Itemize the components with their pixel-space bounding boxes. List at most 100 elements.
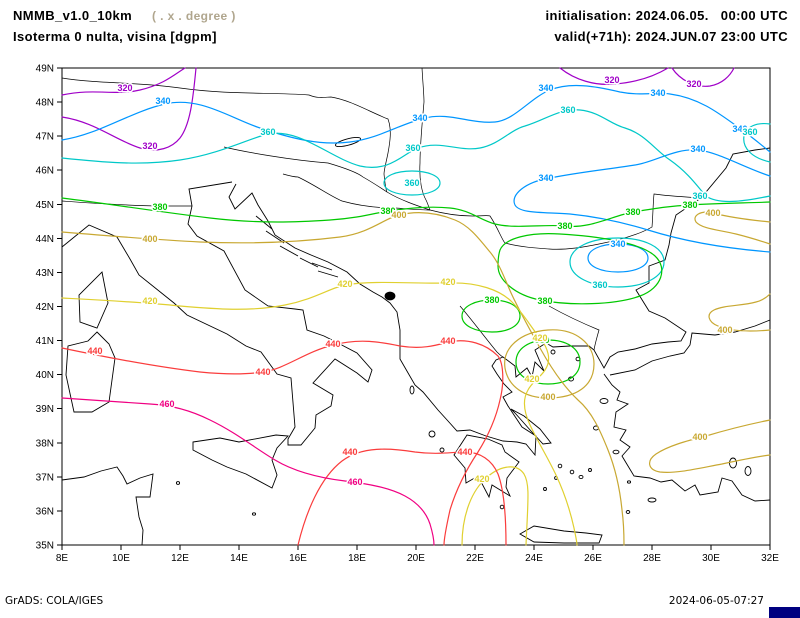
resolution-note: ( . x . degree ) (152, 9, 236, 23)
contour-line-440 (61, 340, 504, 546)
contour-line-460 (61, 397, 435, 546)
contour-value-label: 440 (342, 447, 357, 457)
contour-line-320 (559, 67, 669, 85)
y-axis-label: 38N (36, 438, 54, 449)
y-axis-label: 43N (36, 268, 54, 279)
contour-line-340 (587, 243, 649, 273)
contour-value-label: 400 (391, 210, 406, 220)
valid-line: valid(+71h): 2024.JUN.07 23:00 UTC (554, 29, 788, 44)
coastline-tunisia (61, 466, 154, 546)
contour-line-400 (649, 419, 771, 473)
y-axis-label: 48N (36, 98, 54, 109)
contour-value-label: 340 (412, 113, 427, 123)
contour-value-label: 340 (610, 239, 625, 249)
island-cyclades-2 (569, 469, 575, 475)
x-axis-label: 20E (407, 553, 425, 564)
y-axis-label: 46N (36, 166, 54, 177)
coastline-balkans (228, 147, 771, 457)
contour-line-400 (61, 212, 625, 546)
island-kos (626, 480, 632, 484)
contour-line-360 (569, 237, 665, 288)
contour-value-label: 320 (686, 79, 701, 89)
y-axis-label: 45N (36, 200, 54, 211)
contour-value-label: 400 (692, 432, 707, 442)
contour-value-label: 340 (650, 88, 665, 98)
y-axis-label: 36N (36, 506, 54, 517)
contour-value-label: 440 (457, 447, 472, 457)
contour-line-360 (743, 122, 771, 163)
contour-value-label: 340 (690, 144, 705, 154)
contour-line-400 (694, 211, 771, 245)
x-axis-label: 16E (289, 553, 307, 564)
contour-line-420 (461, 466, 529, 546)
contour-value-label: 340 (732, 124, 747, 134)
island-lesbos (599, 398, 609, 404)
island-corfu (409, 385, 415, 395)
river-po (61, 200, 192, 207)
generated-timestamp: 2024-06-05-07:27 (669, 595, 764, 607)
contour-value-label: 420 (337, 279, 352, 289)
contour-value-label: 440 (440, 336, 455, 346)
field-title: Isoterma 0 nulta, visina [dgpm] (13, 29, 217, 44)
contour-value-label: 320 (604, 75, 619, 85)
river-drava (223, 146, 388, 193)
coastline-crete (519, 525, 603, 544)
x-axis-label: 26E (584, 553, 602, 564)
coastline-sardinia (65, 331, 116, 413)
contour-line-320 (61, 67, 197, 151)
contour-line-340 (513, 149, 771, 253)
contour-value-label: 360 (692, 191, 707, 201)
contour-value-label: 420 (440, 277, 455, 287)
x-axis-label: 30E (702, 553, 720, 564)
contour-value-label: 360 (404, 178, 419, 188)
river-maritsa (548, 305, 600, 351)
contour-value-label: 320 (117, 83, 132, 93)
contour-value-label: 380 (557, 221, 572, 231)
coastline-turkey-north (609, 319, 771, 376)
contour-value-label: 360 (742, 127, 757, 137)
stamp-box (769, 607, 800, 618)
island-zakynthos (439, 447, 445, 453)
river-tisza (419, 67, 431, 211)
y-axis-label: 37N (36, 472, 54, 483)
contour-line-360 (383, 170, 441, 196)
contour-value-label: 380 (380, 206, 395, 216)
island-rhodes (647, 497, 657, 503)
contour-value-label: 420 (524, 374, 539, 384)
y-axis-label: 47N (36, 132, 54, 143)
model-title: NMMB_v1.0_10km (13, 8, 132, 23)
contour-value-label: 440 (325, 339, 340, 349)
contour-value-label: 360 (405, 143, 420, 153)
contour-line-320 (671, 67, 735, 87)
x-axis-label: 18E (348, 553, 366, 564)
x-axis-label: 22E (466, 553, 484, 564)
contour-value-label: 440 (255, 367, 270, 377)
x-axis-label: 32E (761, 553, 779, 564)
contour-line-380 (61, 197, 771, 228)
x-axis-label: 24E (525, 553, 543, 564)
contour-value-label: 460 (159, 399, 174, 409)
island-cyclades-5 (588, 468, 592, 472)
y-axis-label: 35N (36, 541, 54, 552)
coastlines (61, 136, 771, 546)
coastline-turkey-aegean (603, 373, 771, 502)
contour-value-label: 380 (625, 207, 640, 217)
island-samos (612, 449, 620, 455)
y-axis-label: 40N (36, 370, 54, 381)
x-axis-label: 12E (171, 553, 189, 564)
island-thasos (550, 349, 556, 355)
contour-line-320 (61, 67, 186, 96)
y-axis-label: 44N (36, 234, 54, 245)
island-cyclades-1 (557, 463, 563, 469)
coastline-corsica (78, 271, 109, 329)
contour-line-400 (504, 329, 595, 399)
island-kythira (499, 504, 505, 510)
island-pantelleria (175, 481, 181, 485)
initialisation-line: initialisation: 2024.06.05. 00:00 UTC (546, 8, 789, 23)
contour-line-400 (708, 293, 771, 332)
croatian-islands (255, 215, 339, 278)
x-axis-label: 10E (112, 553, 130, 564)
contour-value-label: 400 (717, 325, 732, 335)
